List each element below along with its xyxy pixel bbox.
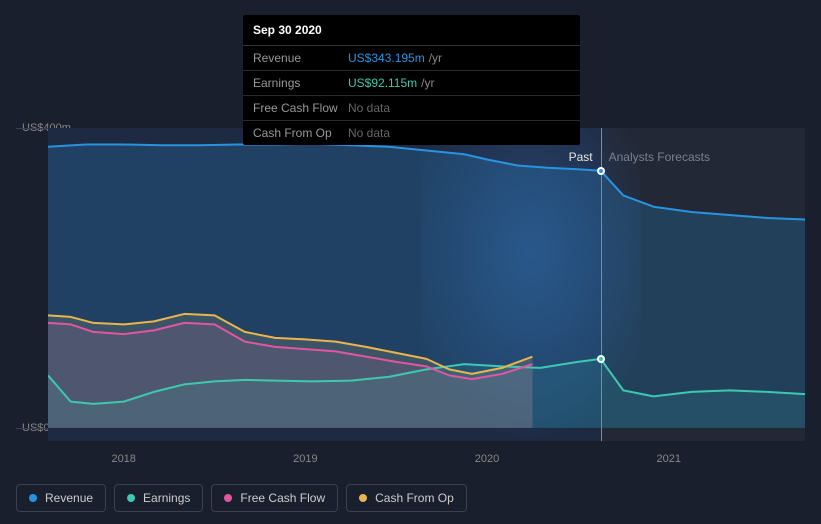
legend-dot-icon bbox=[359, 494, 367, 502]
tooltip-row-label: Revenue bbox=[253, 51, 348, 65]
tooltip-row: EarningsUS$92.115m/yr bbox=[243, 71, 580, 96]
legend-dot-icon bbox=[127, 494, 135, 502]
legend-label: Cash From Op bbox=[375, 491, 454, 505]
tooltip-row: Cash From OpNo data bbox=[243, 121, 580, 145]
x-axis-label: 2020 bbox=[475, 453, 499, 465]
tooltip-row: Free Cash FlowNo data bbox=[243, 96, 580, 121]
x-axis-label: 2021 bbox=[656, 453, 680, 465]
tooltip-row-unit: /yr bbox=[429, 51, 442, 65]
section-label-forecast: Analysts Forecasts bbox=[609, 150, 710, 164]
legend: Revenue Earnings Free Cash Flow Cash From O… bbox=[16, 484, 467, 512]
x-axis-label: 2018 bbox=[111, 453, 135, 465]
chart-area: US$400m US$0 2018201920202021 PastAnalys… bbox=[16, 128, 805, 441]
legend-item[interactable]: Free Cash Flow bbox=[211, 484, 338, 512]
legend-item[interactable]: Cash From Op bbox=[346, 484, 467, 512]
tooltip-row-label: Cash From Op bbox=[253, 126, 348, 140]
tooltip-row-nodata: No data bbox=[348, 101, 390, 115]
chart-tooltip: Sep 30 2020 RevenueUS$343.195m/yrEarning… bbox=[243, 15, 580, 145]
legend-label: Free Cash Flow bbox=[240, 491, 325, 505]
tooltip-date: Sep 30 2020 bbox=[243, 15, 580, 46]
legend-item[interactable]: Earnings bbox=[114, 484, 203, 512]
hover-line bbox=[601, 128, 602, 441]
legend-dot-icon bbox=[29, 494, 37, 502]
tooltip-row-value: US$92.115m bbox=[348, 76, 417, 90]
legend-dot-icon bbox=[224, 494, 232, 502]
legend-item[interactable]: Revenue bbox=[16, 484, 106, 512]
chart-svg bbox=[48, 128, 805, 441]
section-label-past: Past bbox=[569, 150, 593, 164]
plot-area[interactable]: 2018201920202021 PastAnalysts Forecasts bbox=[48, 128, 805, 441]
x-axis-label: 2019 bbox=[293, 453, 317, 465]
tooltip-row-label: Earnings bbox=[253, 76, 348, 90]
tooltip-row-label: Free Cash Flow bbox=[253, 101, 348, 115]
chart-container: Sep 30 2020 RevenueUS$343.195m/yrEarning… bbox=[0, 0, 821, 524]
tooltip-row-unit: /yr bbox=[421, 76, 434, 90]
hover-dot bbox=[597, 355, 605, 363]
hover-dot bbox=[597, 167, 605, 175]
tooltip-row-value: US$343.195m bbox=[348, 51, 425, 65]
legend-label: Earnings bbox=[143, 491, 190, 505]
legend-label: Revenue bbox=[45, 491, 93, 505]
tooltip-row: RevenueUS$343.195m/yr bbox=[243, 46, 580, 71]
tooltip-row-nodata: No data bbox=[348, 126, 390, 140]
